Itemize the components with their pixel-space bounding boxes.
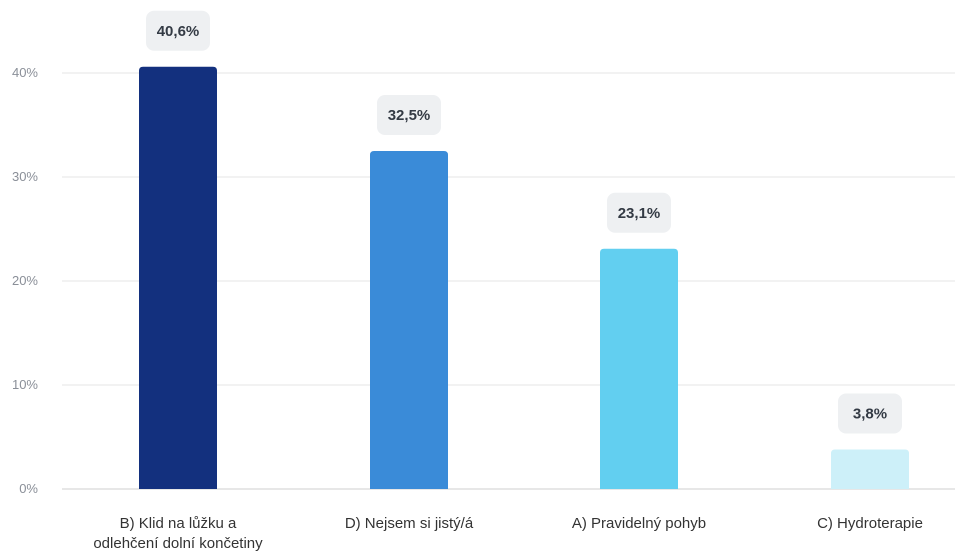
y-tick-label: 10% [12,377,38,392]
x-tick-label: C) Hydroterapie [817,515,923,532]
data-labels: 40,6% 32,5% 23,1% 3,8% [146,10,902,434]
x-tick-label-line: A) Pravidelný pohyb [572,515,706,532]
data-label-background [377,95,441,135]
bars [139,66,909,489]
data-label-background [146,10,210,51]
bar [139,66,217,489]
x-tick-label-line: D) Nejsem si jistý/á [345,515,474,532]
y-tick-label: 30% [12,169,38,184]
x-tick-label: D) Nejsem si jistý/á [345,515,474,532]
x-tick-label-line: C) Hydroterapie [817,515,923,532]
x-axis-ticks: B) Klid na lůžku a odlehčení dolní končet… [93,515,923,552]
data-label: 32,5% [388,107,431,124]
x-tick-label-line: B) Klid na lůžku a [120,515,237,532]
data-label: 40,6% [157,23,200,40]
x-tick-label: A) Pravidelný pohyb [572,515,706,532]
bar [370,151,448,489]
data-label-background [838,393,902,434]
bar [831,449,909,489]
bar [600,248,678,489]
data-label-background [607,192,671,233]
data-label: 3,8% [853,405,887,422]
y-tick-label: 40% [12,65,38,80]
y-tick-label: 20% [12,273,38,288]
y-tick-label: 0% [19,481,38,496]
x-tick-label: B) Klid na lůžku a odlehčení dolní končet… [93,515,263,552]
y-axis-ticks: 0% 10% 20% 30% 40% [12,65,38,496]
data-label: 23,1% [618,205,661,222]
x-tick-label-line: odlehčení dolní končetiny [93,535,263,552]
